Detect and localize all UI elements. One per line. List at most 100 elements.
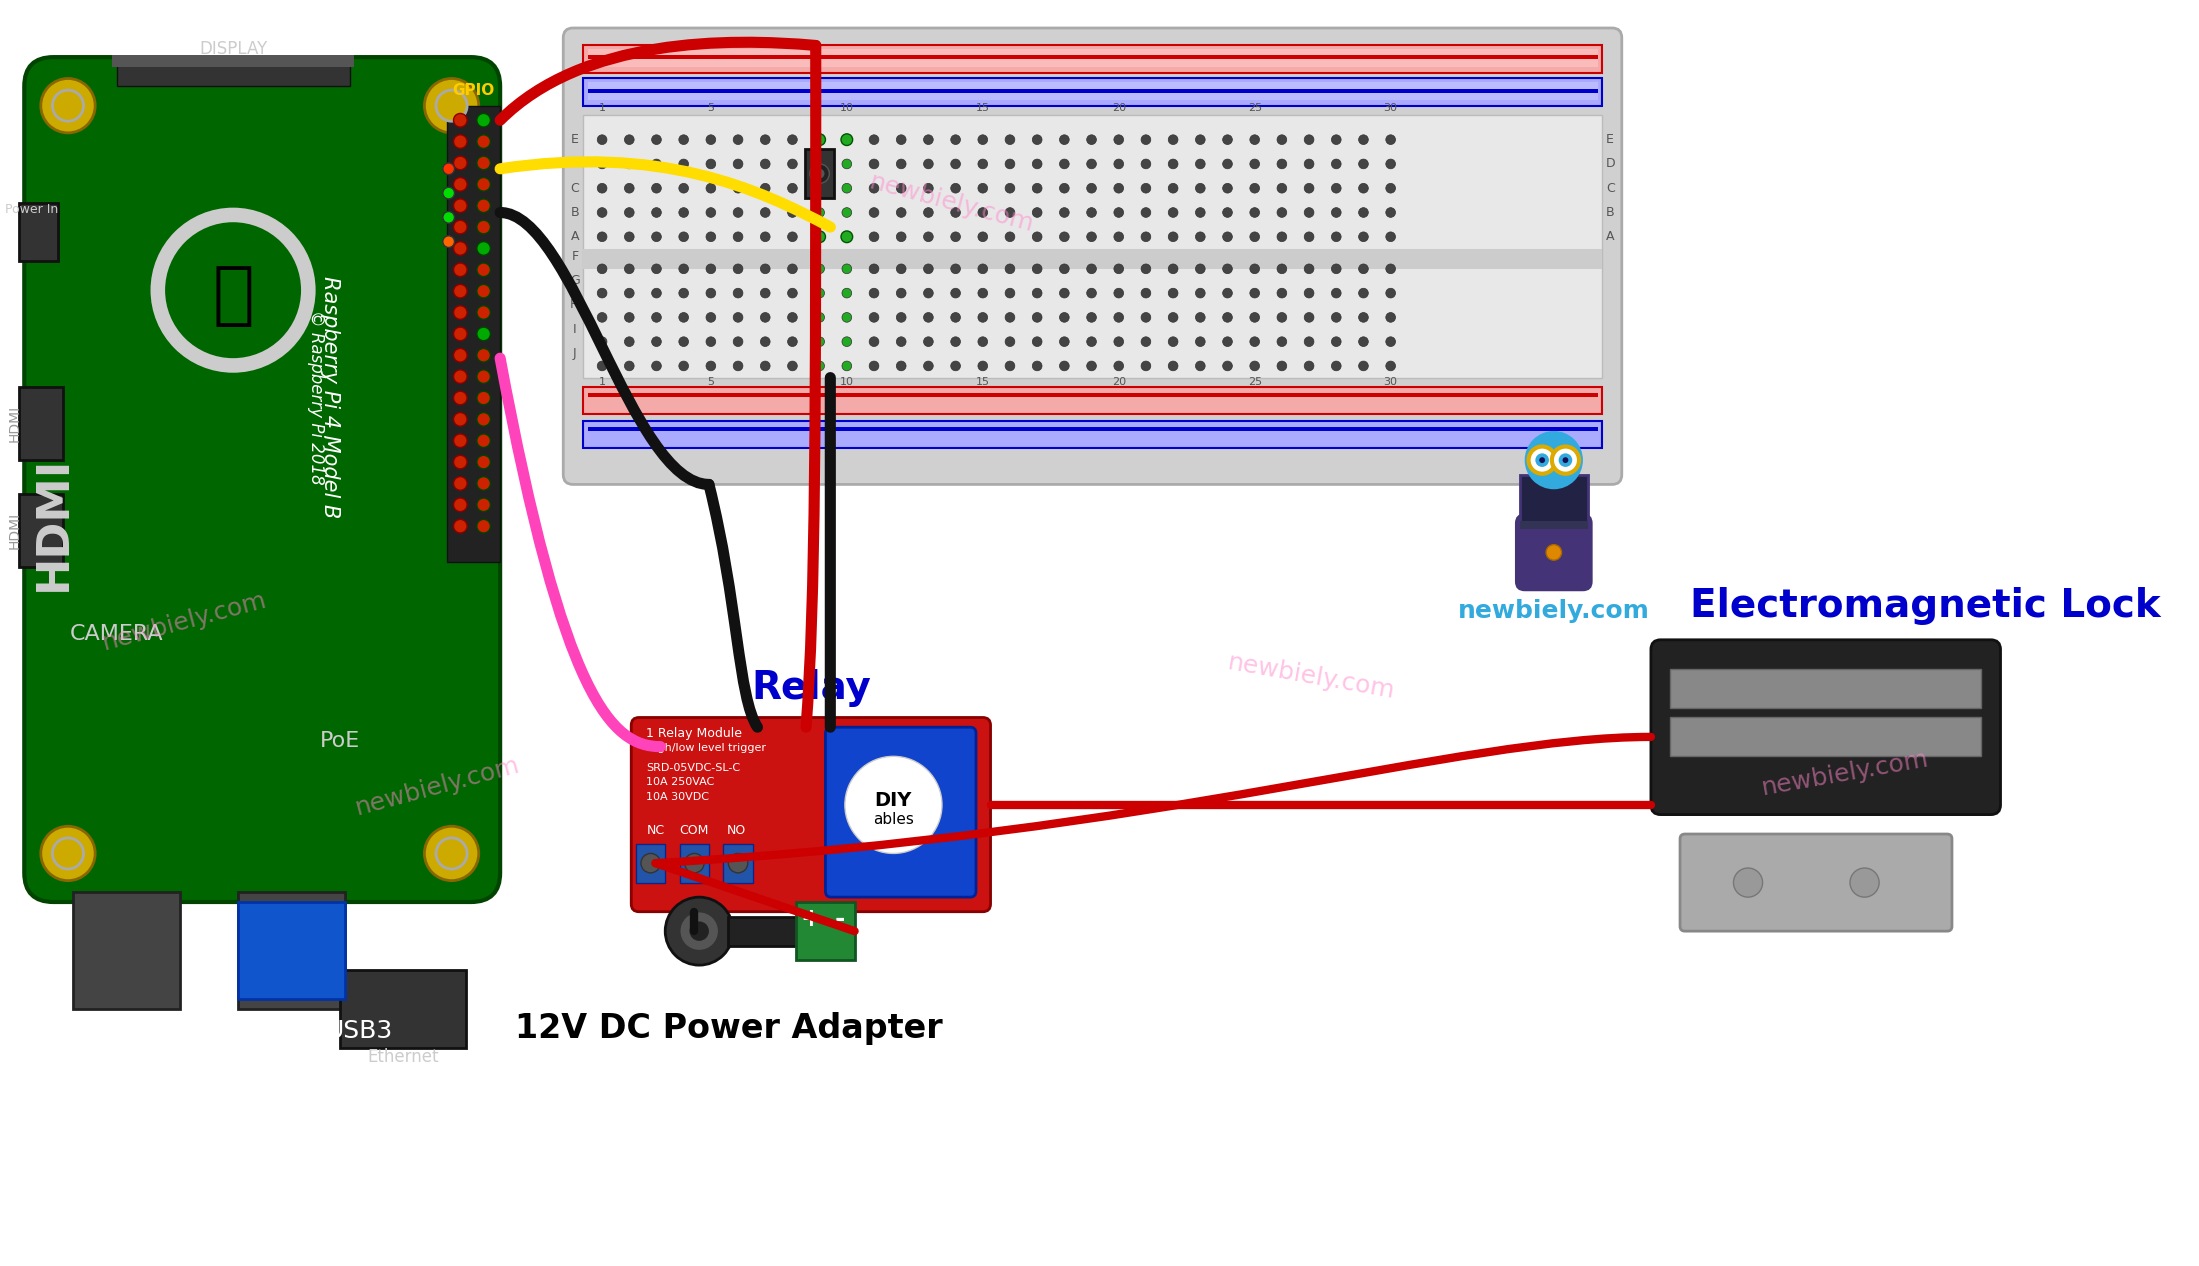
Circle shape (625, 134, 633, 144)
Circle shape (679, 313, 688, 323)
Circle shape (732, 337, 743, 347)
Text: 25: 25 (1247, 377, 1262, 387)
Circle shape (1005, 337, 1014, 347)
Text: Electromagnetic Lock: Electromagnetic Lock (1691, 587, 2162, 625)
Circle shape (1249, 337, 1260, 347)
Circle shape (816, 337, 825, 347)
Text: HDMI: HDMI (33, 456, 75, 591)
Bar (587, 394, 1596, 398)
Circle shape (1141, 265, 1150, 273)
Circle shape (816, 134, 825, 144)
Circle shape (651, 160, 662, 168)
Circle shape (869, 208, 880, 218)
Circle shape (816, 184, 825, 194)
Circle shape (1249, 289, 1260, 298)
Circle shape (1086, 289, 1097, 298)
Bar (237, 893, 345, 1009)
Circle shape (1330, 134, 1341, 144)
Text: 5: 5 (708, 104, 715, 114)
Circle shape (42, 827, 95, 881)
Circle shape (1031, 232, 1042, 242)
Circle shape (706, 265, 715, 273)
Circle shape (1733, 868, 1764, 898)
Circle shape (1141, 208, 1150, 218)
Circle shape (679, 184, 688, 194)
Circle shape (53, 90, 84, 122)
Circle shape (625, 361, 633, 371)
Circle shape (950, 232, 961, 242)
Text: NO: NO (726, 824, 745, 837)
Circle shape (979, 134, 987, 144)
Text: -: - (836, 908, 844, 932)
Text: 10: 10 (840, 104, 853, 114)
Circle shape (477, 156, 490, 170)
Text: C: C (570, 182, 578, 195)
Circle shape (477, 456, 490, 468)
Circle shape (1223, 232, 1231, 242)
Circle shape (706, 184, 715, 194)
Circle shape (598, 208, 607, 218)
Circle shape (1249, 265, 1260, 273)
Circle shape (1141, 232, 1150, 242)
Circle shape (1115, 361, 1124, 371)
Circle shape (679, 134, 688, 144)
Circle shape (477, 285, 490, 298)
Circle shape (869, 184, 880, 194)
Circle shape (1528, 447, 1555, 473)
Circle shape (598, 289, 607, 298)
Circle shape (809, 163, 829, 184)
Circle shape (679, 208, 688, 218)
Text: © Raspberry Pi 2018: © Raspberry Pi 2018 (306, 310, 325, 485)
Circle shape (453, 498, 466, 511)
Circle shape (1060, 232, 1069, 242)
Circle shape (477, 476, 490, 490)
Circle shape (651, 265, 662, 273)
Circle shape (1168, 134, 1179, 144)
Text: Power In: Power In (4, 203, 57, 215)
Circle shape (453, 285, 466, 298)
Circle shape (706, 134, 715, 144)
Circle shape (679, 289, 688, 298)
Circle shape (1385, 184, 1396, 194)
Circle shape (924, 184, 932, 194)
Circle shape (787, 265, 798, 273)
Circle shape (924, 289, 932, 298)
Circle shape (897, 208, 906, 218)
Text: USB3: USB3 (325, 1019, 394, 1043)
Circle shape (787, 337, 798, 347)
Circle shape (787, 160, 798, 168)
Circle shape (1304, 232, 1315, 242)
Text: 1: 1 (598, 377, 605, 387)
Circle shape (1278, 160, 1286, 168)
Circle shape (477, 434, 490, 447)
Circle shape (679, 361, 688, 371)
Circle shape (761, 134, 770, 144)
Circle shape (1278, 289, 1286, 298)
Circle shape (1249, 361, 1260, 371)
FancyBboxPatch shape (825, 727, 976, 898)
Circle shape (897, 337, 906, 347)
Circle shape (924, 337, 932, 347)
Circle shape (1330, 232, 1341, 242)
Circle shape (1546, 544, 1561, 560)
Circle shape (651, 232, 662, 242)
Circle shape (706, 208, 715, 218)
Circle shape (477, 263, 490, 276)
Text: 20: 20 (1113, 104, 1126, 114)
Circle shape (1304, 208, 1315, 218)
FancyBboxPatch shape (1515, 514, 1592, 591)
Circle shape (842, 160, 851, 168)
Circle shape (1005, 313, 1014, 323)
Circle shape (442, 163, 455, 175)
Circle shape (869, 265, 880, 273)
Circle shape (684, 853, 704, 872)
Circle shape (950, 289, 961, 298)
Circle shape (897, 289, 906, 298)
Circle shape (640, 853, 660, 872)
Circle shape (761, 265, 770, 273)
Circle shape (53, 838, 84, 868)
Text: C: C (1605, 182, 1614, 195)
Circle shape (625, 289, 633, 298)
Circle shape (1086, 160, 1097, 168)
Circle shape (1196, 361, 1205, 371)
